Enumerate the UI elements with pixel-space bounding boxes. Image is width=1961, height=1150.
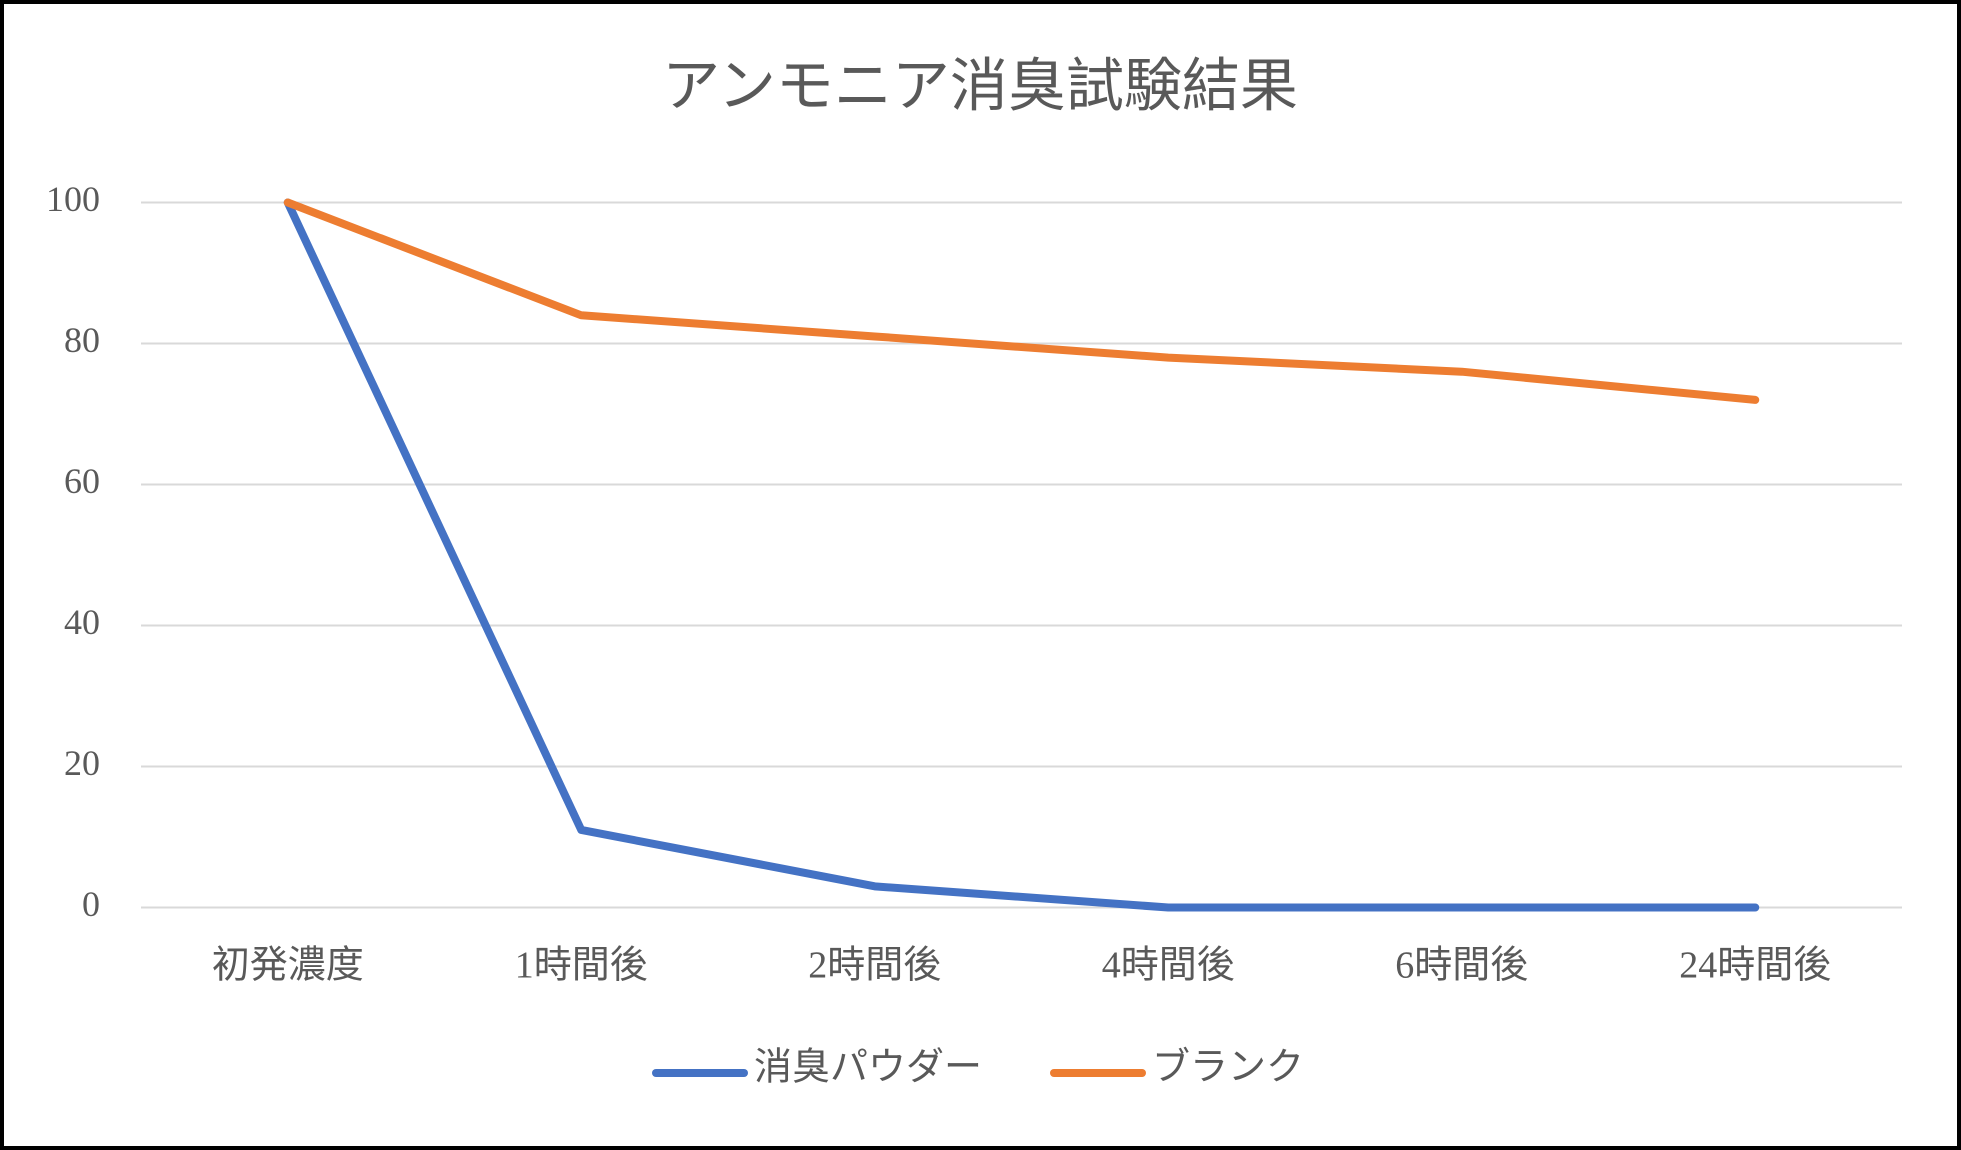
y-tick-label: 80 xyxy=(64,320,100,360)
x-tick-label: 初発濃度 xyxy=(212,945,364,987)
y-tick-label: 0 xyxy=(82,884,100,924)
data-line xyxy=(283,198,1760,404)
y-tick-label: 60 xyxy=(64,461,100,501)
x-tick-label: 6時間後 xyxy=(1395,945,1528,987)
x-tick-label: 4時間後 xyxy=(1102,945,1235,987)
y-tick-label: 20 xyxy=(64,743,100,783)
legend-label: ブランク xyxy=(1152,1047,1304,1089)
x-tick-label: 2時間後 xyxy=(808,945,941,987)
y-tick-label: 100 xyxy=(46,179,100,219)
x-tick-label: 24時間後 xyxy=(1679,945,1831,987)
y-tick-label: 40 xyxy=(64,602,100,642)
chart-title: アンモニア消臭試験結果 xyxy=(662,53,1298,118)
legend-label: 消臭パウダー xyxy=(754,1047,982,1089)
x-tick-label: 1時間後 xyxy=(515,945,648,987)
data-line xyxy=(283,198,1760,912)
